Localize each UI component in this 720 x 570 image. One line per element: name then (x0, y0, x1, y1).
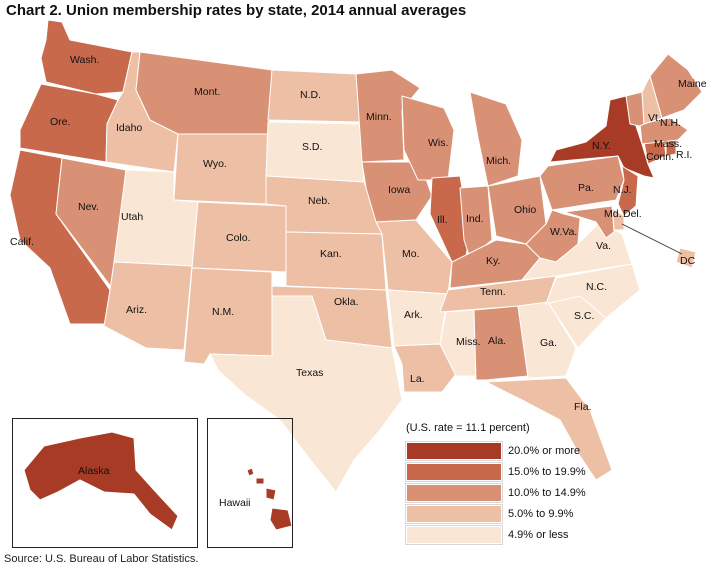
state-label-ut: Utah (121, 211, 143, 223)
legend-item: 4.9% or less (406, 524, 586, 545)
hawaii-inset-frame (207, 418, 293, 548)
state-label-sc: S.C. (574, 310, 594, 322)
state-ks (285, 231, 387, 291)
state-label-ia: Iowa (388, 184, 410, 196)
state-label-ky: Ky. (486, 255, 500, 267)
state-wv (525, 209, 581, 263)
chart-title: Chart 2. Union membership rates by state… (6, 2, 467, 19)
state-hi (246, 467, 293, 531)
state-label-wv: W.Va. (550, 226, 577, 238)
state-label-ma: Mass. (654, 138, 682, 150)
state-label-wi: Wis. (428, 137, 448, 149)
state-label-ks: Kan. (320, 248, 342, 260)
legend: (U.S. rate = 11.1 percent) 20.0% or more… (406, 422, 586, 545)
source-note: Source: U.S. Bureau of Labor Statistics. (4, 553, 199, 565)
state-label-md: Md. (604, 208, 622, 220)
state-label-mi: Mich. (486, 155, 511, 167)
state-ak (23, 431, 179, 531)
state-ma (639, 117, 689, 145)
legend-swatch (406, 441, 502, 460)
state-label-sd: S.D. (302, 141, 322, 153)
state-label-al: Ala. (488, 335, 506, 347)
state-label-tn: Tenn. (480, 286, 506, 298)
state-label-la: La. (410, 373, 425, 385)
state-label-pa: Pa. (578, 182, 594, 194)
state-tx (209, 295, 403, 493)
dc-leader-line (621, 223, 683, 255)
state-label-mo: Mo. (402, 248, 420, 260)
state-az (103, 261, 193, 351)
state-label-de: Del. (623, 208, 642, 220)
legend-label: 4.9% or less (508, 528, 569, 541)
state-label-tx: Texas (296, 367, 323, 379)
alaska-inset-frame (12, 418, 198, 548)
legend-label: 10.0% to 14.9% (508, 486, 586, 499)
state-label-mn: Minn. (366, 111, 392, 123)
state-label-oh: Ohio (514, 204, 536, 216)
state-label-id: Idaho (116, 122, 142, 134)
state-md (563, 205, 615, 239)
state-label-nm: N.M. (212, 306, 234, 318)
state-al (473, 305, 529, 381)
legend-item: 15.0% to 19.9% (406, 461, 586, 482)
legend-swatch (406, 504, 502, 523)
state-dc (675, 247, 697, 269)
state-label-wy: Wyo. (203, 158, 227, 170)
state-label-nv: Nev. (78, 201, 99, 213)
state-ga (517, 301, 577, 379)
state-label-or: Ore. (50, 116, 70, 128)
legend-label: 20.0% or more (508, 444, 581, 457)
legend-note: (U.S. rate = 11.1 percent) (406, 422, 530, 434)
state-label-az: Ariz. (126, 304, 147, 316)
state-fl (485, 377, 613, 481)
legend-label: 15.0% to 19.9% (508, 465, 586, 478)
state-label-mt: Mont. (194, 86, 220, 98)
state-label-ne: Neb. (308, 195, 330, 207)
state-label-ok: Okla. (334, 296, 359, 308)
state-me (649, 53, 703, 119)
state-label-ak: Alaska (78, 465, 110, 477)
state-label-hi: Hawaii (219, 497, 251, 509)
state-mi (469, 91, 523, 187)
legend-swatch (406, 462, 502, 481)
legend-label: 5.0% to 9.9% (508, 507, 574, 520)
state-label-co: Colo. (226, 232, 251, 244)
state-label-me: Maine (678, 78, 707, 90)
legend-swatch (406, 483, 502, 502)
state-labels: Wash. Ore. Calif. Nev. Idaho Mont. Wyo. … (10, 54, 707, 509)
state-label-fl: Fla. (574, 401, 592, 413)
state-label-vt: Vt. (648, 112, 661, 124)
state-nc (545, 263, 641, 319)
state-label-va: Va. (596, 240, 611, 252)
legend-item: 5.0% to 9.9% (406, 503, 586, 524)
state-label-ca: Calif. (10, 236, 34, 248)
state-label-ms: Miss. (456, 336, 481, 348)
state-label-nc: N.C. (586, 281, 607, 293)
state-label-il: Ill. (437, 214, 448, 226)
state-wa (40, 19, 133, 95)
state-label-ga: Ga. (540, 337, 557, 349)
state-label-in: Ind. (466, 213, 484, 225)
state-shapes (9, 19, 703, 531)
state-label-ny: N.Y. (592, 140, 611, 152)
state-label-nd: N.D. (300, 89, 321, 101)
state-label-wa: Wash. (70, 54, 99, 66)
state-label-ri: R.I. (676, 149, 692, 161)
legend-item: 10.0% to 14.9% (406, 482, 586, 503)
state-label-dc: DC (680, 255, 696, 267)
state-label-ct: Conn. (646, 151, 674, 163)
legend-item: 20.0% or more (406, 440, 586, 461)
state-vt (625, 91, 645, 127)
state-ms (439, 309, 477, 377)
legend-swatch (406, 525, 502, 544)
state-label-nj: N.J. (613, 184, 632, 196)
state-label-ar: Ark. (404, 309, 423, 321)
state-label-nh: N.H. (660, 117, 681, 129)
